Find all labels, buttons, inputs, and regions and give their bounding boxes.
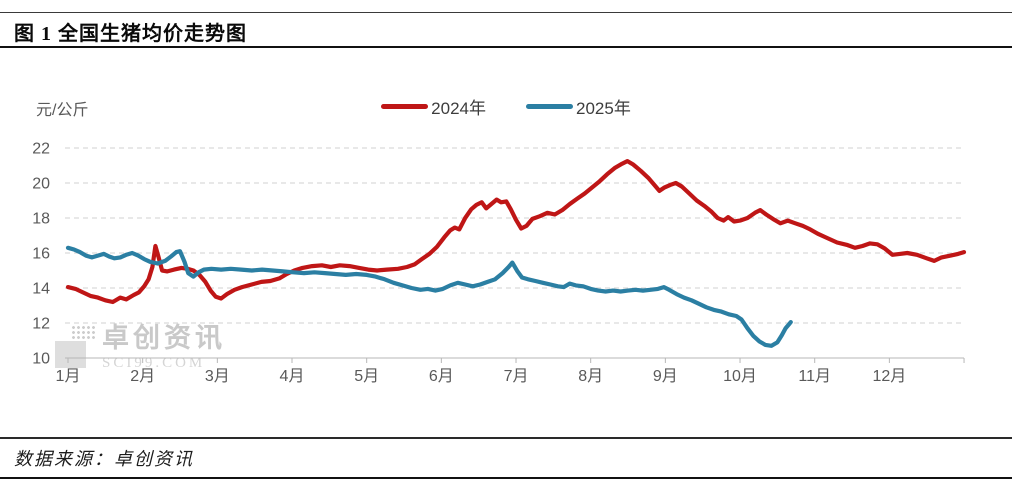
- footer-bottom-rule: [0, 477, 1012, 479]
- x-tick-label-12: 12月: [872, 368, 906, 385]
- data-source-label: 数据来源：卓创资讯: [14, 449, 194, 469]
- x-tick-label-4: 4月: [280, 368, 305, 385]
- series-line-2024年: [65, 159, 967, 305]
- top-rule: [0, 12, 1012, 13]
- legend-item-2025: 2025年: [526, 94, 631, 119]
- y-tick-label-22: 22: [32, 141, 50, 158]
- x-tick-label-10: 10月: [723, 368, 757, 385]
- series-line-2025年: [65, 245, 793, 348]
- x-tick-label-6: 6月: [429, 368, 454, 385]
- y-tick-label-12: 12: [32, 316, 50, 333]
- title-underline-rule: [0, 46, 1012, 48]
- legend-label-2025: 2025年: [576, 99, 631, 118]
- y-axis-unit-label: 元/公斤: [36, 102, 89, 119]
- legend-item-2024: 2024年: [381, 94, 486, 119]
- x-tick-label-3: 3月: [205, 368, 230, 385]
- y-tick-label-10: 10: [32, 351, 50, 368]
- legend-line-swatch-2025: [526, 104, 573, 109]
- x-tick-label-2: 2月: [130, 368, 155, 385]
- figure-title: 图 1 全国生猪均价走势图: [14, 23, 247, 45]
- x-tick-label-9: 9月: [653, 368, 678, 385]
- y-tick-label-14: 14: [32, 281, 50, 298]
- footer-top-rule: [0, 437, 1012, 439]
- x-tick-label-5: 5月: [354, 368, 379, 385]
- legend-label-2024: 2024年: [431, 99, 486, 118]
- y-tick-label-16: 16: [32, 246, 50, 263]
- x-tick-label-11: 11月: [798, 368, 831, 385]
- x-tick-label-7: 7月: [504, 368, 529, 385]
- y-tick-label-20: 20: [32, 176, 50, 193]
- chart-legend: 2024年 2025年: [0, 94, 1012, 119]
- y-tick-label-18: 18: [32, 211, 50, 228]
- legend-line-swatch-2024: [381, 104, 429, 109]
- x-tick-label-8: 8月: [578, 368, 603, 385]
- x-tick-label-1: 1月: [56, 368, 81, 385]
